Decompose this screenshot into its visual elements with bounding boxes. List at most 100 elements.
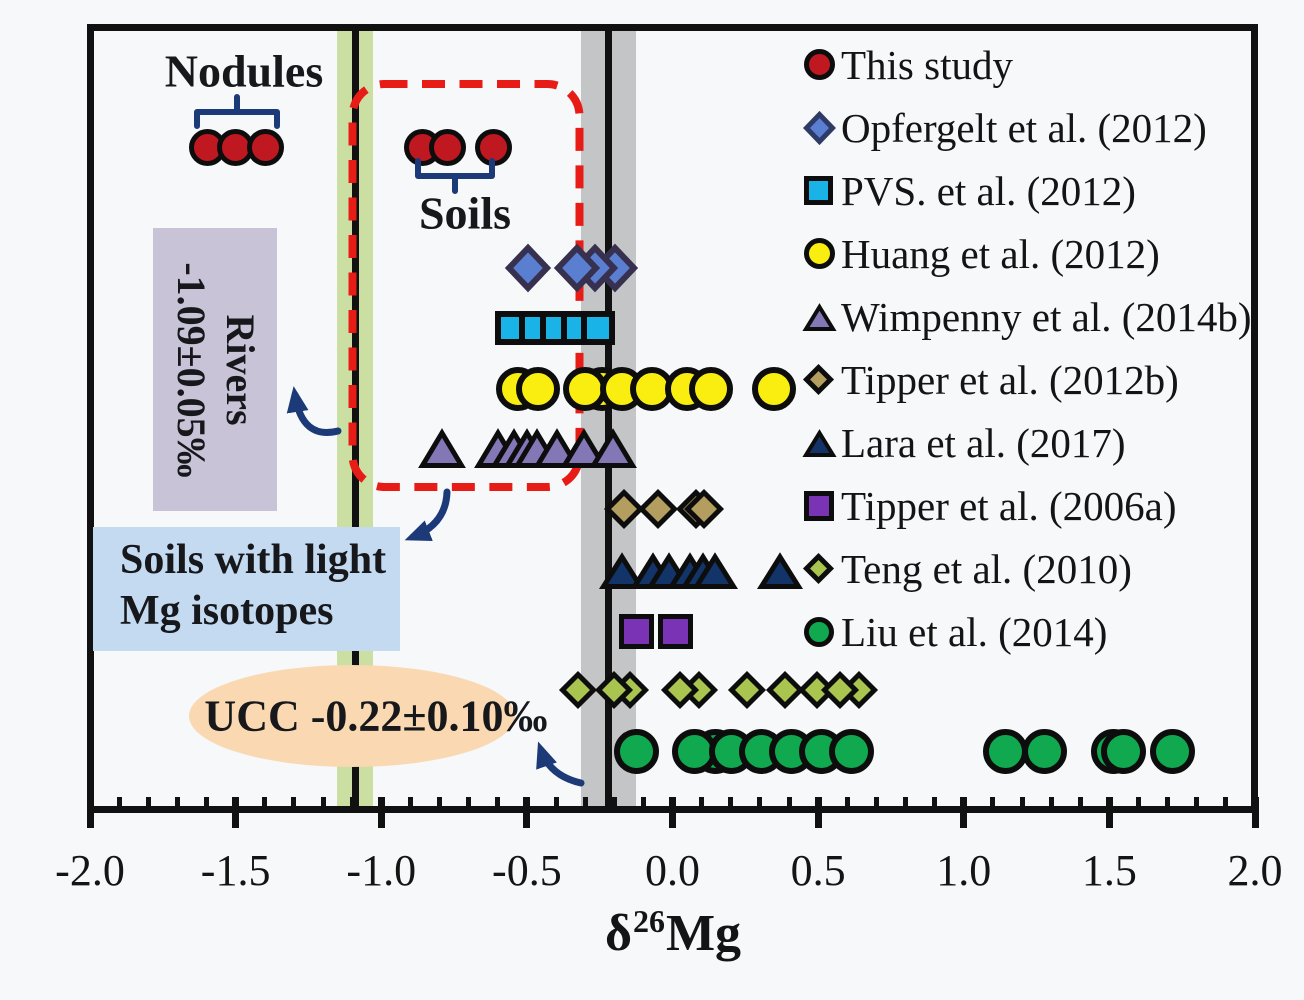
x-tick-label: 1.0: [936, 846, 992, 895]
point-diamond: [603, 488, 644, 530]
point-diamond: [637, 488, 678, 530]
legend-marker-square: [804, 176, 841, 205]
x-minor-tick: [903, 797, 908, 813]
point-circle: [428, 128, 466, 166]
legend-marker-circle: [804, 49, 841, 80]
legend-item: Wimpenny et al. (2014b): [802, 285, 1252, 348]
x-tick-label: -0.5: [492, 846, 562, 895]
legend-marker-square: [804, 490, 841, 521]
ucc-band-line: [604, 31, 612, 806]
legend-label: Wimpenny et al. (2014b): [841, 293, 1252, 340]
x-tick-label: 0.0: [645, 846, 700, 895]
x-major-tick: [814, 797, 822, 828]
x-minor-tick: [204, 797, 209, 813]
x-minor-tick: [466, 797, 472, 813]
x-minor-tick: [145, 797, 151, 813]
rivers-annotation-box: Rivers -1.09±0.05‰: [153, 228, 277, 511]
x-minor-tick: [1223, 797, 1229, 813]
x-minor-tick: [1019, 797, 1025, 813]
axis-title-delta: δ: [604, 905, 632, 962]
legend-marker-diamond: [802, 552, 841, 585]
legend-item: Huang et al. (2012): [804, 222, 1252, 285]
x-minor-tick: [407, 797, 413, 813]
point-circle: [828, 728, 874, 774]
legend-item: Lara et al. (2017): [802, 411, 1252, 474]
point-circle: [688, 367, 733, 411]
x-tick-label: -1.0: [346, 846, 417, 895]
nodules-label: Nodules: [164, 45, 324, 97]
x-minor-tick: [1077, 797, 1083, 813]
point-diamond: [765, 670, 804, 710]
legend-marker-triangle: [802, 302, 841, 331]
x-minor-tick: [786, 797, 792, 813]
point-triangle: [418, 428, 467, 468]
rivers-box-line1: Rivers: [217, 313, 263, 426]
x-minor-tick: [1165, 797, 1171, 813]
x-minor-tick: [1048, 797, 1054, 813]
x-tick-label: 1.5: [1081, 846, 1137, 895]
legend-label: PVS. et al. (2012): [841, 167, 1136, 214]
legend-item: Liu et al. (2014): [804, 600, 1252, 663]
point-circle: [515, 367, 560, 411]
point-triangle: [756, 551, 803, 589]
point-triangle: [589, 428, 637, 468]
x-minor-tick: [844, 797, 850, 813]
point-diamond: [559, 670, 598, 710]
legend-marker-triangle: [802, 428, 841, 457]
x-tick-label: -1.5: [200, 846, 271, 895]
point-triangle: [560, 428, 608, 468]
soils-light-line2: Mg isotopes: [120, 588, 334, 635]
legend-marker-circle: [804, 238, 841, 269]
legend-marker-circle: [804, 616, 841, 647]
x-minor-tick: [582, 797, 588, 813]
legend-item: Opfergelt et al. (2012): [803, 96, 1252, 159]
legend-label: Teng et al. (2010): [841, 545, 1132, 592]
soils-label: Soils: [418, 187, 512, 239]
ucc-annotation-ellipse: [189, 665, 515, 767]
x-major-tick: [232, 797, 240, 828]
point-circle: [1101, 728, 1147, 774]
x-minor-tick: [757, 797, 763, 813]
axis-title-mg: Mg: [665, 905, 742, 962]
legend: This study Opfergelt et al. (2012) PVS. et…: [802, 33, 1252, 663]
x-minor-tick: [640, 797, 646, 813]
point-diamond: [661, 670, 700, 710]
point-triangle: [691, 551, 739, 589]
point-diamond: [728, 670, 767, 710]
point-diamond: [820, 670, 860, 710]
x-minor-tick: [1194, 797, 1200, 813]
x-minor-tick: [990, 797, 996, 813]
x-minor-tick: [174, 797, 180, 813]
x-minor-tick: [553, 797, 559, 813]
x-major-tick: [523, 797, 531, 828]
legend-label: Opfergelt et al. (2012): [841, 104, 1207, 151]
x-minor-tick: [873, 797, 879, 813]
point-square: [580, 311, 615, 345]
point-circle: [475, 128, 513, 166]
x-minor-tick: [320, 797, 326, 813]
point-diamond: [594, 670, 633, 710]
point-circle: [613, 728, 659, 774]
x-minor-tick: [611, 797, 617, 813]
x-minor-tick: [728, 797, 734, 813]
legend-marker-diamond: [802, 363, 841, 396]
legend-label: Tipper et al. (2006a): [841, 482, 1177, 529]
x-tick-label: -2.0: [55, 846, 125, 895]
point-diamond: [504, 243, 552, 293]
legend-label: Huang et al. (2012): [841, 230, 1160, 277]
point-circle: [1150, 728, 1196, 774]
x-major-tick: [960, 797, 968, 828]
legend-label: Liu et al. (2014): [841, 608, 1108, 655]
point-square: [618, 613, 654, 649]
x-minor-tick: [116, 797, 122, 813]
legend-item: Tipper et al. (2006a): [804, 474, 1252, 537]
x-minor-tick: [262, 797, 268, 813]
point-diamond: [683, 488, 724, 530]
point-diamond: [553, 243, 601, 293]
x-minor-tick: [699, 797, 705, 813]
legend-item: Teng et al. (2010): [802, 537, 1252, 600]
x-minor-tick: [349, 797, 355, 813]
rivers-box-line2: -1.09±0.05‰: [169, 261, 214, 478]
legend-label: Tipper et al. (2012b): [841, 356, 1179, 403]
